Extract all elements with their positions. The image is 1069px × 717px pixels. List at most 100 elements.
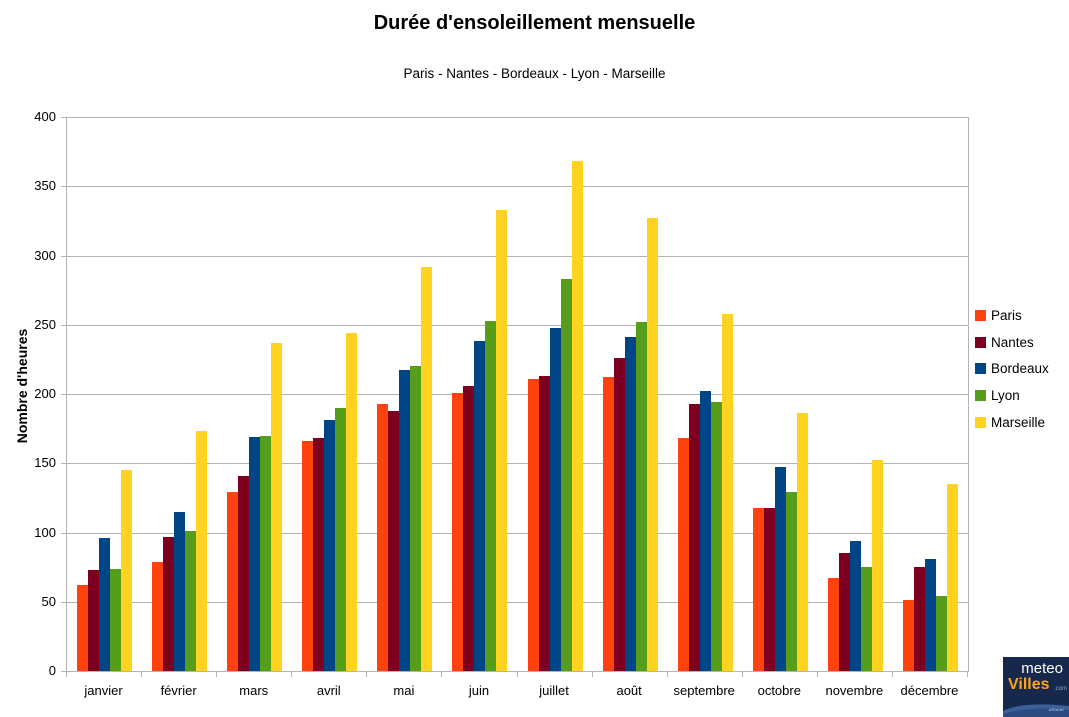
legend-label-bordeaux: Bordeaux [991, 361, 1049, 377]
legend-label-paris: Paris [991, 307, 1022, 323]
x-tick-mark-0 [66, 672, 67, 677]
x-category-label-juin: juin [468, 683, 490, 698]
gridline-250 [67, 324, 968, 326]
bar-nantes-mars [238, 475, 250, 671]
bar-paris-juin [452, 392, 464, 671]
bar-bordeaux-février [174, 511, 186, 671]
y-tick-mark-400 [61, 117, 66, 118]
legend-label-marseille: Marseille [991, 414, 1046, 430]
bar-nantes-mai [388, 410, 400, 671]
bar-lyon-mars [260, 435, 272, 671]
logo-text-villes: Villes [1008, 676, 1050, 693]
y-tick-label-100: 100 [34, 524, 56, 540]
bar-lyon-avril [335, 407, 347, 671]
bar-lyon-juin [485, 320, 497, 671]
bar-nantes-juillet [538, 376, 550, 671]
bar-marseille-mai [421, 266, 433, 671]
bar-paris-août [602, 377, 614, 671]
legend: Paris Nantes Bordeaux Lyon Marseille [975, 302, 1049, 435]
bar-paris-janvier [77, 585, 89, 671]
bar-lyon-janvier [110, 568, 122, 671]
bar-bordeaux-janvier [99, 538, 111, 671]
legend-swatch-lyon [975, 389, 986, 401]
y-tick-label-300: 300 [34, 247, 56, 263]
bar-paris-octobre [752, 507, 764, 671]
bar-paris-avril [302, 441, 314, 671]
y-tick-mark-150 [61, 463, 66, 465]
y-tick-mark-300 [61, 255, 66, 257]
bar-paris-mai [377, 403, 389, 671]
bar-nantes-avril [313, 438, 325, 671]
legend-item-lyon: Lyon [975, 382, 1049, 409]
bar-marseille-octobre [796, 413, 808, 671]
bar-paris-décembre [902, 600, 914, 671]
x-category-label-avril: avril [316, 683, 341, 698]
bar-group-juillet [517, 117, 592, 671]
gridline-100 [67, 532, 968, 534]
x-category-label-juillet: juillet [539, 683, 569, 698]
bar-bordeaux-avril [324, 420, 336, 671]
y-tick-mark-200 [61, 394, 66, 395]
bar-marseille-juillet [571, 161, 583, 671]
y-tick-label-350: 350 [34, 178, 56, 194]
x-tick-mark-10 [816, 672, 818, 677]
x-category-label-octobre: octobre [757, 683, 801, 698]
bar-bordeaux-mai [399, 370, 411, 671]
y-tick-label-50: 50 [41, 593, 56, 609]
x-category-label-août: août [616, 683, 642, 698]
gridline-200 [67, 394, 968, 395]
gridline-400 [67, 117, 968, 118]
legend-item-bordeaux: Bordeaux [975, 355, 1049, 382]
bar-lyon-novembre [860, 567, 872, 671]
legend-swatch-paris [975, 309, 986, 321]
bar-bordeaux-octobre [774, 467, 786, 671]
bar-group-août [593, 117, 668, 671]
bar-marseille-juin [496, 209, 508, 671]
bar-lyon-mai [410, 366, 422, 671]
bar-lyon-septembre [710, 402, 722, 671]
bar-lyon-février [185, 531, 197, 671]
bar-group-juin [442, 117, 517, 671]
bar-groups [67, 117, 968, 671]
bar-nantes-janvier [88, 569, 100, 671]
chart-subtitle: Paris - Nantes - Bordeaux - Lyon - Marse… [403, 66, 666, 81]
gridline-50 [67, 601, 968, 603]
x-tick-mark-5 [441, 672, 443, 677]
bar-paris-novembre [827, 578, 839, 671]
legend-label-nantes: Nantes [991, 334, 1034, 350]
bar-group-novembre [818, 117, 893, 671]
bar-marseille-avril [346, 333, 358, 671]
legend-label-lyon: Lyon [991, 387, 1020, 403]
logo-banner-text: officiel [1048, 707, 1064, 712]
bar-group-février [142, 117, 217, 671]
legend-item-paris: Paris [975, 302, 1049, 329]
bar-paris-septembre [677, 438, 689, 671]
x-tick-mark-3 [291, 672, 293, 677]
y-tick-label-250: 250 [34, 316, 56, 332]
x-category-label-mai: mai [393, 683, 415, 698]
logo-text-meteo: meteo [1021, 660, 1063, 677]
logo-swoosh-graphic [1003, 704, 1069, 717]
bar-lyon-août [635, 321, 647, 671]
bar-nantes-octobre [763, 507, 775, 671]
bar-group-octobre [743, 117, 818, 671]
bar-group-mars [217, 117, 292, 671]
bar-paris-mars [227, 492, 239, 671]
bar-group-janvier [67, 117, 142, 671]
x-tick-mark-1 [141, 672, 143, 677]
x-tick-mark-7 [591, 672, 593, 677]
y-tick-label-400: 400 [34, 109, 56, 124]
bar-bordeaux-décembre [924, 558, 936, 671]
y-tick-mark-350 [61, 186, 66, 188]
x-tick-mark-2 [216, 672, 218, 677]
y-tick-mark-100 [61, 532, 66, 534]
bar-lyon-décembre [935, 596, 947, 671]
bar-bordeaux-juin [474, 341, 486, 671]
bar-marseille-août [646, 218, 658, 671]
gridline-150 [67, 463, 968, 465]
x-tick-mark-9 [741, 672, 743, 677]
x-category-label-février: février [160, 683, 197, 698]
bar-lyon-juillet [560, 279, 572, 671]
bar-paris-février [152, 561, 164, 671]
bar-nantes-août [613, 358, 625, 671]
